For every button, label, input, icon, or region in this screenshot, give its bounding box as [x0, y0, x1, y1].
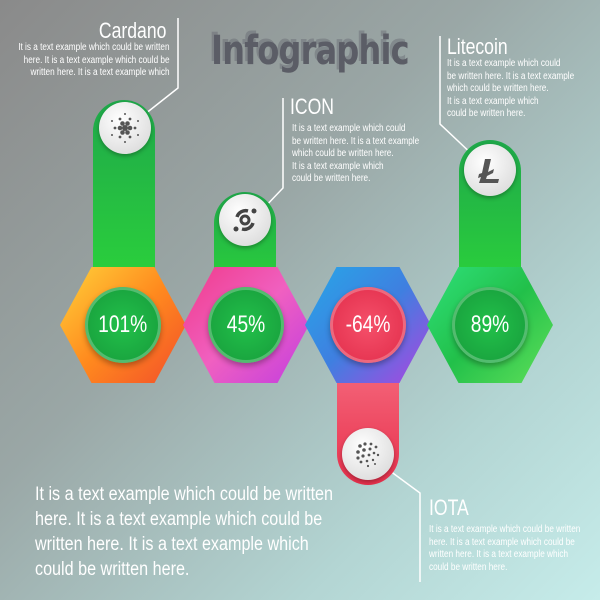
- litecoin-icon: [464, 144, 516, 196]
- cardano-description: It is a text example which could be writ…: [18, 42, 170, 79]
- icon-coin-icon: [219, 194, 271, 246]
- litecoin-heading: Litecoin: [447, 34, 508, 59]
- cardano-heading: Cardano: [98, 18, 166, 43]
- page-title: Infographic: [211, 28, 409, 74]
- icon-description: It is a text example which could be writt…: [292, 123, 420, 185]
- iota-description: It is a text example which could be writ…: [429, 524, 581, 573]
- litecoin-value: 89%: [452, 287, 528, 363]
- cardano-icon: [99, 102, 151, 154]
- iota-icon: [342, 428, 394, 480]
- litecoin-description: It is a text example which could be writt…: [447, 58, 575, 120]
- iota-value: -64%: [330, 287, 406, 363]
- iota-heading: IOTA: [429, 495, 469, 520]
- cardano-value: 101%: [85, 287, 161, 363]
- footer-text: It is a text example which could be writ…: [35, 484, 334, 580]
- icon-value: 45%: [208, 287, 284, 363]
- icon-heading: ICON: [290, 94, 334, 119]
